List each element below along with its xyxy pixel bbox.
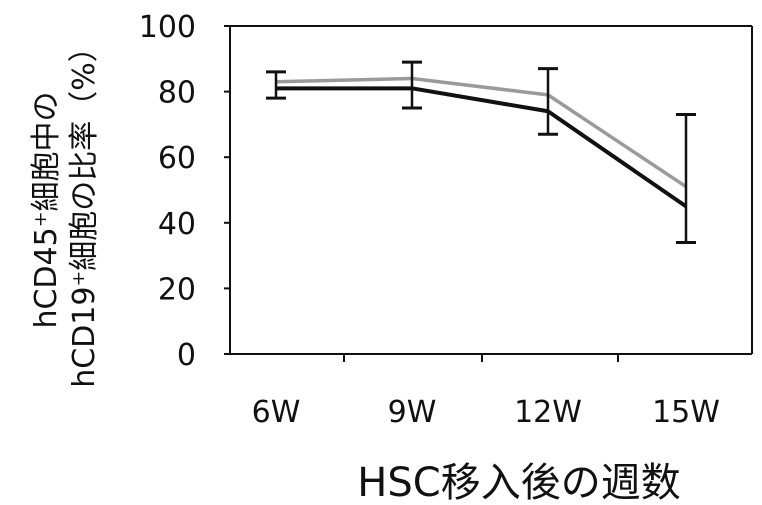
error-bar xyxy=(402,62,422,108)
error-bar xyxy=(266,72,286,98)
x-tick-labels: 6W 9W 12W 15W xyxy=(252,395,720,430)
y-axis-title-line-1: hCD45⁺細胞中の xyxy=(29,91,64,328)
x-tick-label: 9W xyxy=(388,395,437,430)
y-tick-label: 60 xyxy=(158,141,196,176)
x-tick-marks xyxy=(344,354,618,362)
x-axis-title: HSC移入後の週数 xyxy=(357,460,680,505)
y-tick-label: 80 xyxy=(158,76,196,111)
y-tick-label: 0 xyxy=(177,338,196,373)
series-line xyxy=(276,78,686,186)
series-layer xyxy=(276,78,686,206)
y-axis-title: hCD45⁺細胞中の hCD19⁺細胞の比率（%） xyxy=(29,32,102,388)
plot-frame xyxy=(230,26,752,354)
x-tick-label: 6W xyxy=(252,395,301,430)
error-bar xyxy=(676,115,696,243)
y-tick-label: 20 xyxy=(158,272,196,307)
y-axis-title-line-2: hCD19⁺細胞の比率（%） xyxy=(67,32,102,388)
x-tick-label: 12W xyxy=(514,395,582,430)
y-tick-labels: 0 20 40 60 80 100 xyxy=(139,10,230,373)
x-tick-label: 15W xyxy=(652,395,720,430)
y-tick-label: 40 xyxy=(158,207,196,242)
y-tick-label: 100 xyxy=(139,10,196,45)
